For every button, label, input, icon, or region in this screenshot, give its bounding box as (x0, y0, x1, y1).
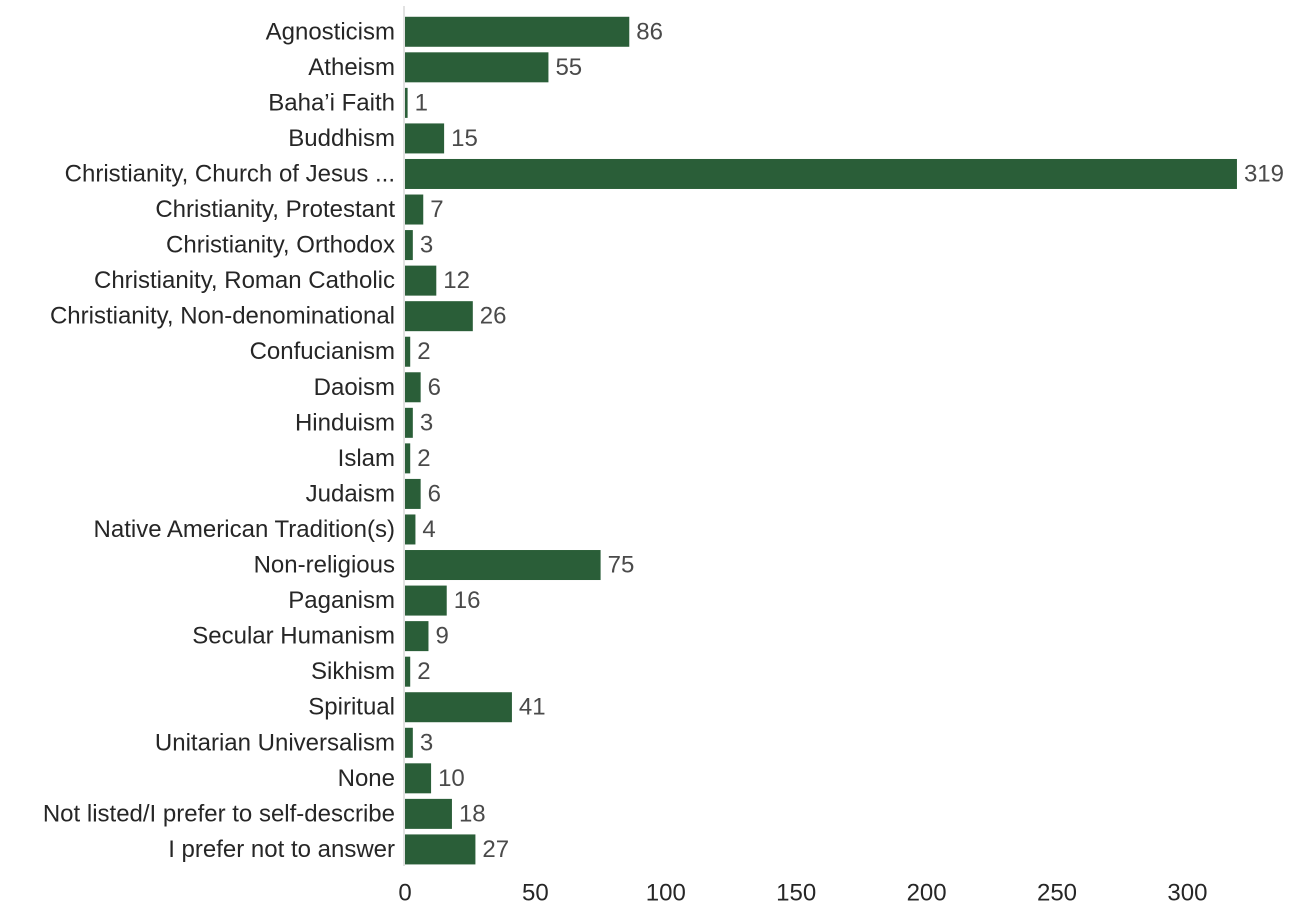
bar (405, 194, 424, 225)
x-tick-label: 0 (398, 880, 411, 907)
bar (405, 123, 445, 154)
bar (405, 407, 413, 438)
category-label: Christianity, Orthodox (166, 232, 395, 259)
x-tick-label: 150 (776, 880, 816, 907)
bar (405, 550, 601, 581)
x-tick-label: 50 (522, 880, 549, 907)
x-tick-label: 300 (1167, 880, 1207, 907)
bar (405, 798, 452, 829)
value-label: 41 (519, 694, 546, 721)
value-label: 319 (1244, 160, 1284, 187)
bars-layer (405, 16, 1237, 865)
value-label: 10 (438, 765, 465, 792)
bar (405, 443, 411, 474)
category-label: Non-religious (254, 552, 395, 579)
category-label: Sikhism (311, 658, 395, 685)
value-label: 86 (636, 18, 663, 45)
value-label: 2 (417, 338, 430, 365)
value-label: 7 (430, 196, 443, 223)
category-label: Hinduism (295, 409, 395, 436)
value-label: 75 (608, 552, 635, 579)
category-label: None (338, 765, 395, 792)
category-label: Native American Tradition(s) (94, 516, 395, 543)
x-axis: 0 50 100 150 200 250 300 (398, 6, 1207, 907)
x-tick-label: 250 (1037, 880, 1077, 907)
value-label: 1 (415, 89, 428, 116)
bar (405, 230, 413, 261)
x-tick-label: 100 (646, 880, 686, 907)
value-label: 27 (482, 836, 509, 863)
category-label: Not listed/I prefer to self-describe (43, 800, 395, 827)
category-label: Christianity, Non-denominational (50, 303, 395, 330)
value-label: 2 (417, 445, 430, 472)
category-label: Daoism (314, 374, 395, 401)
value-label: 18 (459, 800, 486, 827)
value-label: 3 (420, 409, 433, 436)
bar (405, 158, 1237, 189)
bar (405, 727, 413, 758)
category-label: I prefer not to answer (168, 836, 395, 863)
value-label: 6 (428, 374, 441, 401)
category-label: Atheism (308, 54, 395, 81)
x-tick-label: 200 (907, 880, 947, 907)
bar (405, 372, 421, 403)
category-label: Agnosticism (266, 18, 395, 45)
category-label: Christianity, Church of Jesus ... (65, 160, 395, 187)
bar (405, 621, 429, 652)
bar (405, 585, 447, 616)
category-label: Secular Humanism (192, 623, 395, 650)
category-label: Baha’i Faith (268, 89, 395, 116)
bar (405, 656, 411, 687)
category-label: Confucianism (250, 338, 395, 365)
value-label: 3 (420, 729, 433, 756)
bar (405, 52, 549, 83)
value-label: 55 (555, 54, 582, 81)
category-label: Christianity, Protestant (155, 196, 395, 223)
category-labels-layer: Agnosticism Atheism Baha’i Faith Buddhism Ch… (43, 18, 395, 863)
value-label: 16 (454, 587, 481, 614)
bar (405, 478, 421, 509)
bar (405, 692, 512, 723)
value-label: 15 (451, 125, 478, 152)
value-label: 6 (428, 480, 441, 507)
category-label: Christianity, Roman Catholic (94, 267, 395, 294)
bar (405, 514, 416, 545)
category-label: Paganism (288, 587, 395, 614)
value-label: 4 (422, 516, 435, 543)
value-label: 3 (420, 232, 433, 259)
category-label: Islam (338, 445, 395, 472)
value-label: 2 (417, 658, 430, 685)
value-label: 9 (435, 623, 448, 650)
value-label: 12 (443, 267, 470, 294)
value-label: 26 (480, 303, 507, 330)
category-label: Buddhism (288, 125, 395, 152)
bar (405, 834, 476, 865)
category-label: Judaism (306, 480, 395, 507)
bar (405, 336, 411, 367)
bar (405, 16, 630, 47)
bar (405, 301, 473, 332)
category-label: Spiritual (308, 694, 395, 721)
bar (405, 763, 432, 794)
bar (405, 87, 408, 118)
bar (405, 265, 437, 296)
category-label: Unitarian Universalism (155, 729, 395, 756)
